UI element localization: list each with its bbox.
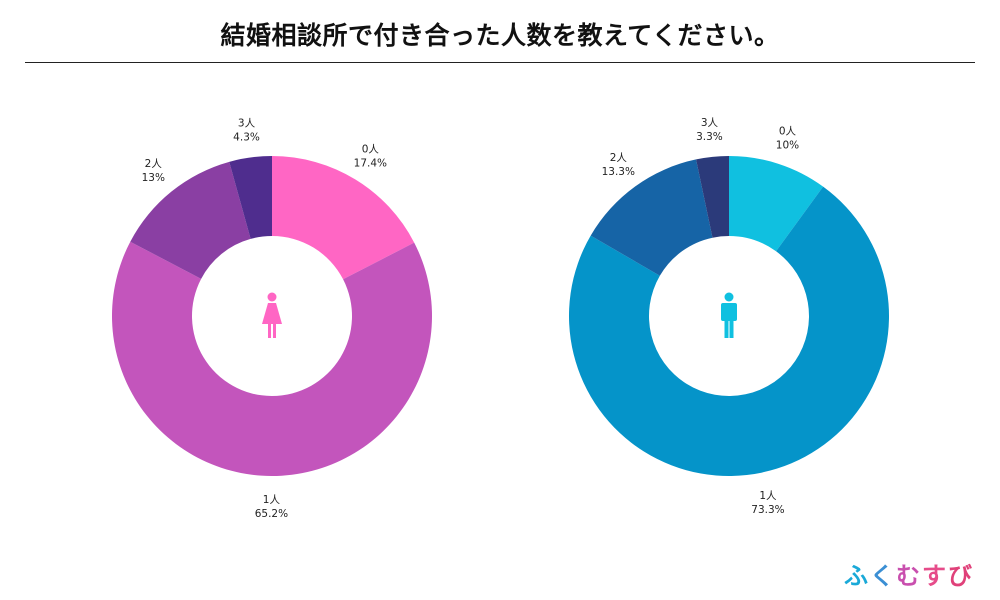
donut-slice-0-1 [111, 241, 433, 476]
donut-chart-female: 0人 17.4% 1人 65.2% 2人 13% 3人 4.3% [111, 118, 433, 520]
donut-chart-male: 0人 10% 1人 73.3% 2人 13.3% 3人 3.3% [569, 117, 889, 516]
slice-category-label: 3人 [238, 118, 256, 130]
slice-category-label: 0人 [362, 144, 380, 156]
slice-category-label: 1人 [263, 494, 281, 506]
donut-slice-0-3 [229, 156, 272, 239]
donut-slice-0-2 [130, 161, 251, 279]
donut-slice-1-2 [590, 159, 713, 276]
female-person-icon [262, 292, 282, 338]
donut-slice-1-1 [569, 186, 889, 476]
title-divider [25, 62, 975, 63]
slice-value-label: 4.3% [233, 132, 260, 144]
slice-category-label: 1人 [759, 490, 777, 502]
brand-logo: ふくむすび [844, 562, 974, 590]
donut-slice-1-3 [696, 156, 729, 238]
slice-category-label: 3人 [701, 117, 719, 129]
slice-value-label: 65.2% [255, 508, 288, 520]
slice-category-label: 2人 [610, 152, 628, 164]
male-person-icon [721, 292, 737, 338]
donut-slice-0-0 [272, 156, 415, 280]
slice-category-label: 0人 [779, 125, 797, 137]
slice-value-label: 13.3% [602, 166, 635, 178]
slice-value-label: 73.3% [751, 504, 784, 516]
page-title: 結婚相談所で付き合った人数を教えてください。 [220, 21, 780, 50]
slice-value-label: 3.3% [696, 131, 723, 143]
donut-slice-1-0 [729, 156, 824, 252]
slice-value-label: 10% [776, 139, 799, 151]
slice-value-label: 17.4% [354, 158, 387, 170]
slice-value-label: 13% [142, 172, 165, 184]
slice-category-label: 2人 [145, 158, 163, 170]
